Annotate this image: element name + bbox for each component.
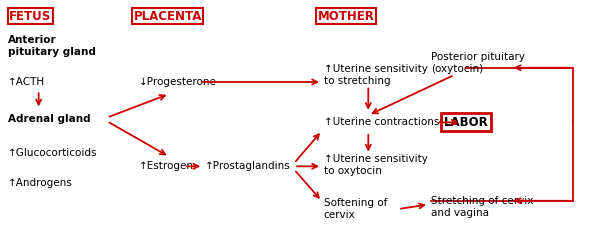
Text: Adrenal gland: Adrenal gland — [8, 114, 91, 124]
Text: ↑Uterine contractions: ↑Uterine contractions — [324, 117, 439, 127]
Text: ↑Estrogen: ↑Estrogen — [139, 161, 193, 171]
Text: ↑Uterine sensitivity
to stretching: ↑Uterine sensitivity to stretching — [324, 64, 428, 86]
Text: ↑Glucocorticoids: ↑Glucocorticoids — [8, 148, 97, 158]
Text: FETUS: FETUS — [9, 10, 51, 23]
Text: ↑Prostaglandins: ↑Prostaglandins — [205, 161, 291, 171]
Text: Anterior
pituitary gland: Anterior pituitary gland — [8, 35, 95, 57]
Text: MOTHER: MOTHER — [318, 10, 374, 23]
Text: ↓Progesterone: ↓Progesterone — [139, 77, 217, 87]
Text: LABOR: LABOR — [444, 116, 488, 129]
Text: PLACENTA: PLACENTA — [134, 10, 202, 23]
Text: Stretching of cervix
and vagina: Stretching of cervix and vagina — [431, 196, 533, 218]
Text: ↑ACTH: ↑ACTH — [8, 77, 45, 87]
Text: Softening of
cervix: Softening of cervix — [324, 198, 387, 220]
Text: ↑Uterine sensitivity
to oxytocin: ↑Uterine sensitivity to oxytocin — [324, 154, 428, 176]
Text: ↑Androgens: ↑Androgens — [8, 178, 73, 188]
Text: Posterior pituitary
(oxytocin): Posterior pituitary (oxytocin) — [431, 52, 524, 74]
